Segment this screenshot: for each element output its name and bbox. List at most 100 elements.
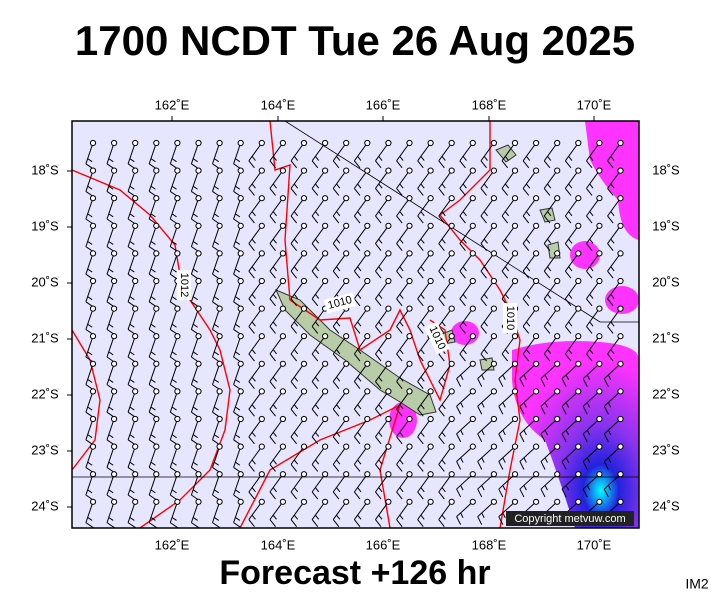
barb-feather bbox=[353, 353, 361, 362]
station bbox=[554, 498, 561, 505]
barb-feather bbox=[498, 378, 504, 387]
barb-feather bbox=[399, 404, 404, 410]
station bbox=[132, 415, 139, 423]
barb-staff bbox=[212, 363, 221, 385]
barb-staff bbox=[148, 170, 157, 192]
barb-feather bbox=[565, 457, 570, 463]
station bbox=[174, 195, 181, 202]
station bbox=[385, 471, 392, 478]
barb-staff bbox=[522, 170, 537, 189]
barb-staff bbox=[603, 391, 621, 407]
barb-feather bbox=[150, 241, 156, 245]
barb-feather bbox=[438, 188, 445, 196]
barb-feather bbox=[441, 156, 446, 161]
station bbox=[427, 250, 434, 257]
barb-staff bbox=[212, 418, 221, 440]
barb-feather bbox=[481, 457, 485, 463]
barb-feather bbox=[336, 349, 341, 355]
barb-feather bbox=[192, 268, 198, 273]
station bbox=[406, 360, 413, 367]
station bbox=[216, 250, 223, 257]
barb-feather bbox=[213, 268, 220, 273]
barb-feather bbox=[248, 519, 255, 527]
station bbox=[258, 250, 265, 257]
station bbox=[554, 415, 561, 423]
barb-staff bbox=[127, 363, 136, 385]
contour-label: 1012 bbox=[177, 270, 191, 300]
barb-staff bbox=[311, 391, 326, 410]
barb-staff bbox=[375, 225, 389, 244]
barb-feather bbox=[272, 404, 277, 410]
barb-feather bbox=[459, 188, 466, 196]
station bbox=[448, 167, 455, 174]
station bbox=[153, 139, 160, 147]
station bbox=[216, 167, 223, 174]
station bbox=[132, 139, 139, 147]
barb-feather bbox=[357, 432, 362, 437]
station bbox=[153, 333, 160, 340]
station bbox=[596, 167, 603, 174]
barb-staff bbox=[375, 308, 389, 327]
station bbox=[343, 277, 350, 285]
station bbox=[300, 139, 308, 147]
lat-label: 22˚S bbox=[31, 386, 59, 401]
station bbox=[511, 333, 519, 340]
station bbox=[596, 250, 603, 257]
station bbox=[469, 305, 476, 312]
barb-staff bbox=[190, 280, 199, 302]
barb-feather bbox=[311, 326, 319, 334]
barb-staff bbox=[85, 198, 94, 220]
barb-feather bbox=[498, 433, 504, 443]
barb-feather bbox=[290, 160, 298, 169]
barb-staff bbox=[582, 418, 600, 435]
station bbox=[427, 388, 434, 395]
barb-feather bbox=[610, 211, 615, 217]
barb-staff bbox=[106, 198, 115, 220]
barb-staff bbox=[543, 170, 558, 189]
barb-feather bbox=[586, 188, 593, 196]
barb-staff bbox=[311, 308, 326, 327]
barb-feather bbox=[477, 433, 483, 443]
barb-staff bbox=[106, 280, 115, 302]
barb-staff bbox=[498, 446, 516, 462]
barb-staff bbox=[311, 335, 326, 355]
barb-staff bbox=[311, 225, 326, 244]
barb-feather bbox=[248, 160, 255, 169]
station bbox=[343, 195, 350, 202]
barb-feather bbox=[248, 381, 255, 389]
barb-feather bbox=[290, 353, 298, 362]
barb-feather bbox=[171, 434, 177, 439]
barb-staff bbox=[248, 308, 263, 327]
station bbox=[511, 388, 519, 395]
station bbox=[111, 443, 118, 450]
barb-feather bbox=[235, 241, 241, 245]
station bbox=[111, 388, 118, 395]
station bbox=[385, 388, 392, 395]
barb-feather bbox=[441, 487, 446, 493]
barb-staff bbox=[332, 197, 347, 217]
barb-feather bbox=[564, 298, 572, 307]
barb-feather bbox=[353, 298, 361, 307]
barb-feather bbox=[293, 321, 299, 327]
barb-staff bbox=[85, 336, 94, 358]
barb-feather bbox=[568, 156, 573, 161]
barb-staff bbox=[498, 501, 516, 518]
rain-patch bbox=[389, 402, 417, 438]
station bbox=[195, 333, 202, 340]
barb-staff bbox=[607, 253, 621, 272]
station bbox=[216, 360, 223, 367]
barb-feather bbox=[456, 461, 462, 470]
barb-feather bbox=[565, 429, 570, 436]
barb-feather bbox=[357, 349, 362, 355]
station bbox=[237, 139, 244, 147]
barb-staff bbox=[353, 446, 368, 465]
barb-feather bbox=[441, 238, 446, 244]
barb-feather bbox=[396, 326, 403, 334]
station bbox=[153, 250, 160, 257]
barb-feather bbox=[378, 183, 383, 189]
barb-feather bbox=[87, 185, 93, 190]
barb-staff bbox=[233, 225, 242, 247]
barb-staff bbox=[498, 473, 516, 490]
barb-staff bbox=[190, 198, 199, 220]
station bbox=[575, 388, 582, 395]
